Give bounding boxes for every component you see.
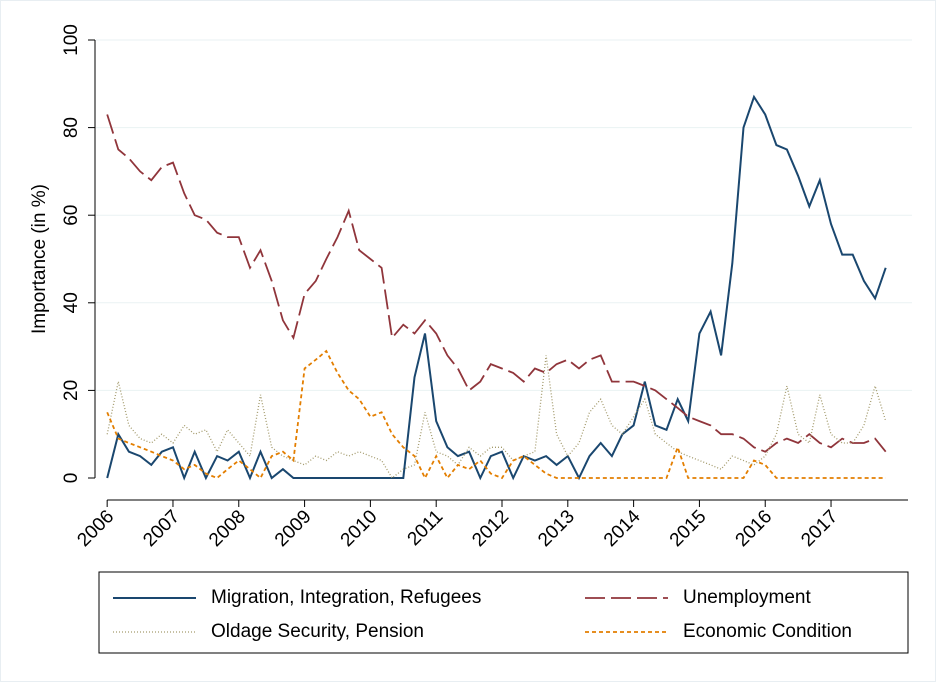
- legend-label: Economic Condition: [683, 621, 852, 642]
- line-series: [106, 349, 886, 481]
- legend-label: Migration, Integration, Refugees: [211, 587, 481, 608]
- y-tick-label: 80: [61, 117, 82, 138]
- y-tick-label: 20: [61, 380, 82, 401]
- legend: [98, 571, 909, 654]
- legend-label: Oldage Security, Pension: [211, 621, 424, 642]
- y-tick-label: 100: [61, 24, 82, 56]
- legend-label: Unemployment: [683, 587, 811, 608]
- line-series: [106, 94, 887, 481]
- line-series: [106, 114, 887, 453]
- y-axis-label: Importance (in %): [29, 184, 50, 334]
- y-tick-label: 40: [61, 292, 82, 313]
- y-tick-label: 60: [61, 205, 82, 226]
- y-tick-label: 0: [61, 473, 82, 484]
